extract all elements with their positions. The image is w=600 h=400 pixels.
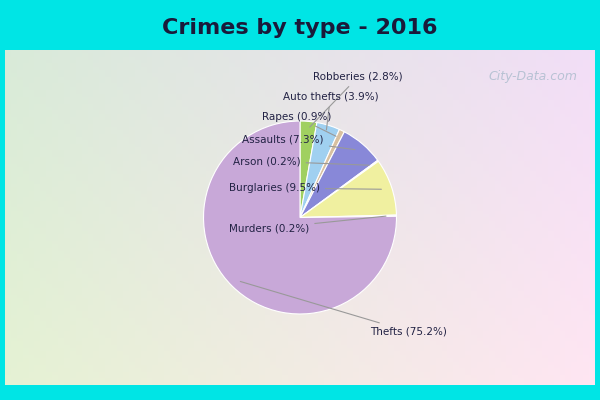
Wedge shape (300, 215, 397, 218)
Wedge shape (300, 132, 377, 218)
Text: City-Data.com: City-Data.com (488, 70, 577, 83)
Text: Rapes (0.9%): Rapes (0.9%) (262, 112, 336, 136)
Text: Auto thefts (3.9%): Auto thefts (3.9%) (283, 92, 378, 130)
Text: Burglaries (9.5%): Burglaries (9.5%) (229, 183, 382, 193)
Wedge shape (300, 160, 379, 218)
Wedge shape (300, 122, 340, 218)
Text: Robberies (2.8%): Robberies (2.8%) (310, 72, 403, 127)
Wedge shape (203, 121, 397, 314)
Text: Crimes by type - 2016: Crimes by type - 2016 (162, 18, 438, 38)
Wedge shape (300, 121, 317, 218)
Wedge shape (300, 161, 397, 218)
Text: Arson (0.2%): Arson (0.2%) (233, 156, 369, 166)
Wedge shape (300, 130, 344, 218)
Text: Thefts (75.2%): Thefts (75.2%) (240, 282, 446, 336)
Text: Murders (0.2%): Murders (0.2%) (229, 216, 386, 233)
Text: Assaults (7.3%): Assaults (7.3%) (242, 135, 355, 150)
